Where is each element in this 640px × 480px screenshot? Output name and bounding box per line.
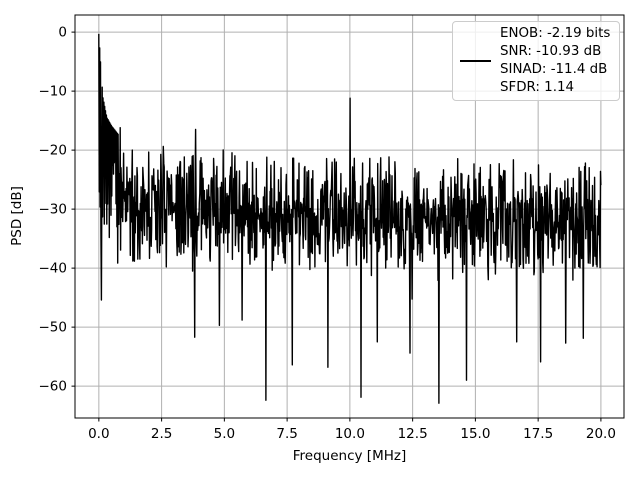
x-tick-label: 15.0: [460, 426, 490, 442]
x-tick-label: 17.5: [523, 426, 553, 442]
x-tick-label: 5.0: [214, 426, 235, 442]
legend-entry-snr: SNR: -10.93 dB: [500, 44, 602, 59]
x-tick-label: 0.0: [88, 426, 109, 442]
x-tick-label: 10.0: [335, 426, 365, 442]
y-tick-label: −30: [39, 202, 68, 218]
y-axis-label: PSD [dB]: [9, 186, 25, 246]
legend: ENOB: -2.19 bits SNR: -10.93 dB SINAD: -…: [452, 21, 621, 101]
y-tick-label: 0: [58, 25, 67, 41]
legend-entry-sinad: SINAD: -11.4 dB: [500, 62, 608, 77]
x-tick-label: 20.0: [586, 426, 616, 442]
y-tick-label: −40: [39, 261, 68, 277]
psd-trace: [98, 33, 602, 404]
legend-text-block: ENOB: -2.19 bits SNR: -10.93 dB SINAD: -…: [500, 25, 610, 97]
y-tick-label: −50: [39, 320, 68, 336]
y-tick-label: −10: [39, 84, 68, 100]
x-tick-label: 7.5: [276, 426, 297, 442]
legend-entry-enob: ENOB: -2.19 bits: [500, 26, 611, 41]
x-tick-label: 12.5: [398, 426, 428, 442]
y-tick-label: −20: [39, 143, 68, 159]
x-axis-label: Frequency [MHz]: [292, 448, 407, 464]
legend-entry-sfdr: SFDR: 1.14: [500, 80, 574, 95]
legend-line-sample: [460, 59, 491, 63]
x-tick-label: 2.5: [151, 426, 172, 442]
y-tick-label: −60: [39, 379, 68, 395]
